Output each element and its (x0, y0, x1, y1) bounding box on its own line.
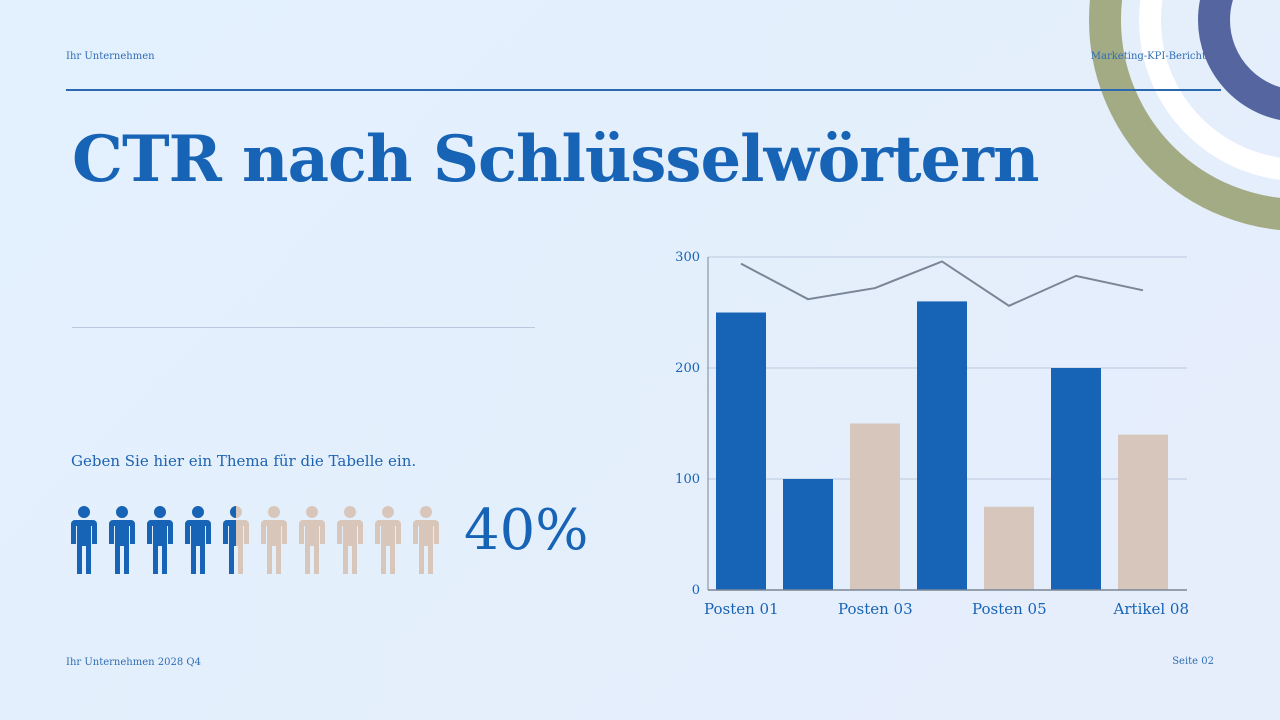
person-icon (223, 506, 249, 574)
chart-canvas: 0 100 200 300 Posten 01 Posten 03 Posten 05 Art… (675, 250, 1189, 618)
bar (984, 506, 1034, 590)
header-divider (66, 89, 1221, 91)
bar (850, 423, 900, 590)
person-icon (375, 506, 401, 574)
footer-company-period: Ihr Unternehmen 2028 Q4 (66, 657, 201, 668)
section-divider (72, 327, 535, 328)
bar (917, 301, 967, 590)
bar (1118, 434, 1168, 590)
person-icon (147, 506, 173, 574)
y-tick-label: 200 (675, 361, 700, 376)
topic-text: Geben Sie hier ein Thema für die Tabelle… (71, 452, 417, 470)
people-infographic (70, 506, 440, 574)
bar (716, 312, 766, 590)
y-tick-label: 0 (692, 583, 700, 598)
person-icon (413, 506, 439, 574)
percent-label: 40% (464, 498, 589, 563)
trend-line (740, 260, 1144, 307)
header-company: Ihr Unternehmen (66, 51, 155, 62)
header-report-title: Marketing-KPI-Bericht (1090, 51, 1206, 62)
bar-line-chart: 0 100 200 300 Posten 01 Posten 03 Posten 05 Art… (650, 240, 1210, 630)
person-icon (261, 506, 287, 574)
page-number: Seite 02 (1172, 656, 1214, 667)
person-icon (185, 506, 211, 574)
x-tick-label: Artikel 08 (1113, 600, 1189, 618)
page-title: CTR nach Schlüsselwörtern (72, 122, 1039, 197)
person-icon (109, 506, 135, 574)
x-tick-label: Posten 01 (704, 600, 779, 618)
person-icon (71, 506, 97, 574)
y-tick-label: 100 (675, 472, 700, 487)
x-tick-label: Posten 05 (972, 600, 1047, 618)
y-tick-label: 300 (675, 250, 700, 265)
bar (1051, 368, 1101, 590)
x-tick-label: Posten 03 (838, 600, 913, 618)
person-icon (337, 506, 363, 574)
person-icon (299, 506, 325, 574)
bar (783, 479, 833, 590)
